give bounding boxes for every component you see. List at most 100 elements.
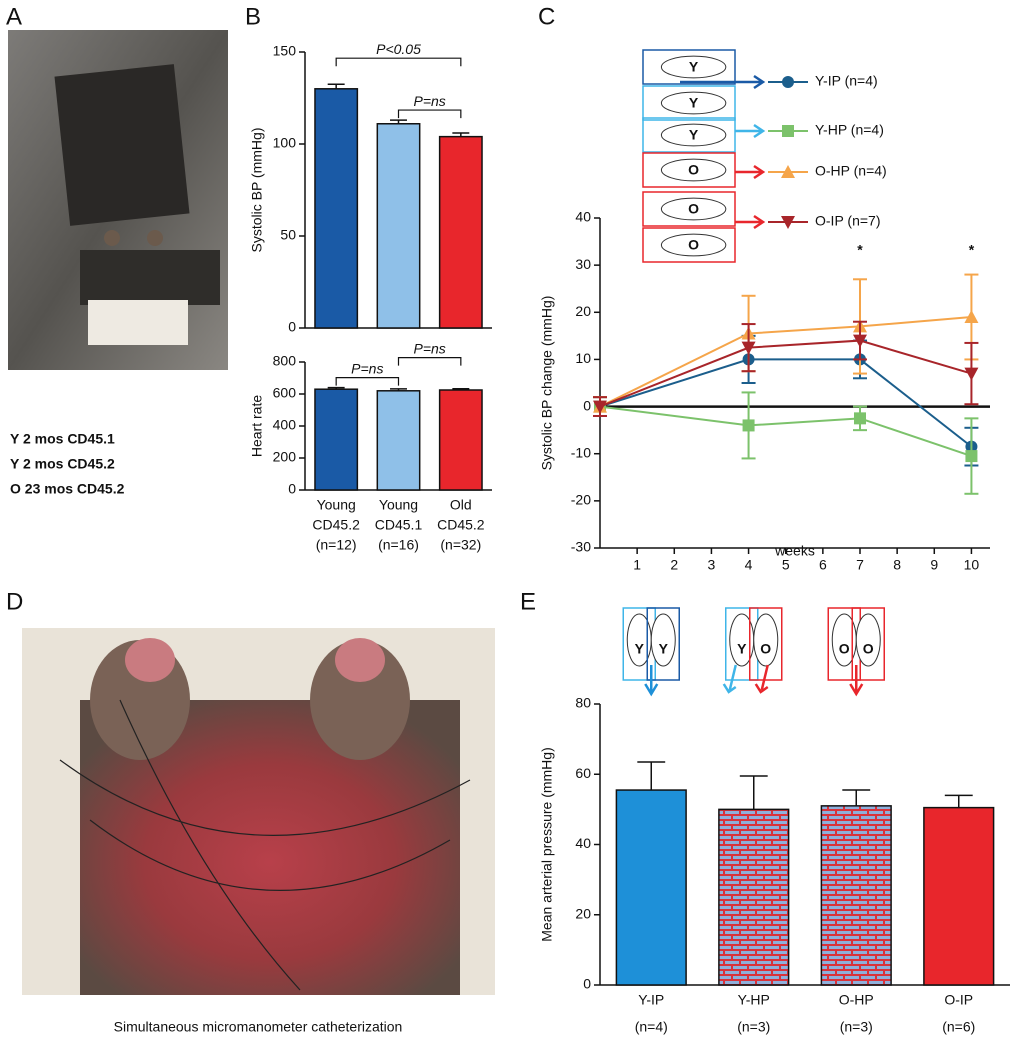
icon-letter: Y (689, 59, 699, 75)
y-tick-label: 80 (575, 695, 591, 711)
y-tick-label: 30 (575, 256, 591, 272)
y-tick-label: 0 (583, 976, 591, 992)
y-axis-label: Heart rate (249, 395, 265, 457)
bar (314, 88, 359, 329)
x-tick-label: 9 (930, 557, 938, 573)
panel-label: E (520, 588, 536, 615)
mouse-outline (660, 123, 727, 147)
photo-a (8, 30, 228, 370)
panel-label: D (6, 588, 23, 615)
arrow (722, 664, 737, 694)
marker (964, 310, 979, 323)
mouse-outline (660, 158, 727, 182)
icon-letter: Y (659, 641, 669, 657)
legend-entry: O 23 mos CD45.2 (10, 481, 125, 497)
caption: Simultaneous micromanometer catheterizat… (114, 1019, 403, 1035)
marker (964, 367, 979, 381)
series-line (599, 405, 972, 458)
icon-box (642, 49, 736, 85)
bar (376, 123, 421, 329)
y-tick-label: 0 (583, 397, 591, 413)
x-tick-label: (n=6) (942, 1019, 975, 1035)
icon-letter: O (839, 641, 850, 657)
x-tick-label: (n=4) (635, 1019, 668, 1035)
icon-letter: Y (689, 95, 699, 111)
x-tick-label: (n=3) (840, 1019, 873, 1035)
bar (438, 389, 483, 491)
bar (376, 390, 421, 491)
significance-bracket (335, 377, 400, 386)
x-tick-label: (n=3) (737, 1019, 770, 1035)
arrow (735, 164, 766, 180)
arrow (849, 665, 864, 697)
marker (853, 334, 867, 348)
x-tick-label: Y-HP (738, 992, 770, 1008)
x-tick-label: CD45.2 (437, 517, 485, 533)
icon-letter: O (863, 641, 874, 657)
x-tick-label: CD45.2 (312, 517, 360, 533)
y-tick-label: 20 (575, 303, 591, 319)
icon-letter: Y (689, 127, 699, 143)
x-tick-label: Y-IP (638, 992, 664, 1008)
mouse-outline (753, 613, 779, 667)
x-tick-label: Young (379, 497, 418, 513)
legend-label: O-HP (n=4) (815, 163, 887, 179)
y-tick-label: 20 (575, 905, 591, 921)
y-axis-label: Systolic BP change (mmHg) (539, 296, 555, 471)
annotation: * (857, 242, 863, 258)
icon-box (646, 607, 680, 681)
y-axis-label: Systolic BP (mmHg) (249, 128, 265, 253)
x-tick-label: Old (450, 497, 472, 513)
significance-label: P=ns (414, 93, 446, 109)
icon-box (642, 227, 736, 263)
icon-letter: O (688, 201, 699, 217)
y-tick-label: 50 (280, 227, 296, 243)
marker (781, 216, 795, 229)
x-tick-label: Young (317, 497, 356, 513)
x-tick-label: 7 (856, 557, 864, 573)
bar (438, 135, 483, 329)
bar (923, 806, 995, 986)
bar (718, 808, 790, 986)
icon-letter: O (688, 237, 699, 253)
y-tick-label: -30 (571, 539, 591, 555)
mouse-outline (650, 613, 676, 667)
legend-entry: Y 2 mos CD45.1 (10, 431, 115, 447)
x-tick-label: 5 (782, 557, 790, 573)
x-tick-label: 2 (670, 557, 678, 573)
y-tick-label: 0 (288, 481, 296, 497)
x-tick-label: CD45.1 (375, 517, 423, 533)
annotation: * (969, 242, 975, 258)
icon-box (851, 607, 885, 681)
photo-d (22, 628, 495, 995)
significance-bracket (397, 109, 462, 119)
series-line (599, 316, 972, 408)
marker (741, 341, 756, 355)
y-tick-label: 600 (273, 385, 297, 401)
series-line (599, 339, 972, 408)
significance-bracket (397, 357, 462, 366)
x-tick-label: 6 (819, 557, 827, 573)
x-tick-label: 10 (964, 557, 980, 573)
x-tick-label: (n=32) (440, 537, 481, 553)
marker (781, 165, 795, 178)
y-tick-label: 40 (575, 209, 591, 225)
x-axis-label: weeks (774, 543, 815, 559)
icon-box (642, 117, 736, 153)
legend-label: Y-HP (n=4) (815, 122, 884, 138)
y-tick-label: -20 (571, 492, 591, 508)
significance-label: P=ns (351, 360, 383, 376)
x-tick-label: 3 (708, 557, 716, 573)
marker (965, 450, 978, 463)
arrow (735, 123, 766, 139)
bar (314, 388, 359, 491)
y-tick-label: 0 (288, 319, 296, 335)
legend-label: Y-IP (n=4) (815, 73, 878, 89)
x-tick-label: 1 (633, 557, 641, 573)
marker (593, 400, 607, 414)
icon-box (749, 607, 783, 681)
x-tick-label: 4 (745, 557, 753, 573)
y-tick-label: 60 (575, 765, 591, 781)
arrow (644, 665, 659, 697)
